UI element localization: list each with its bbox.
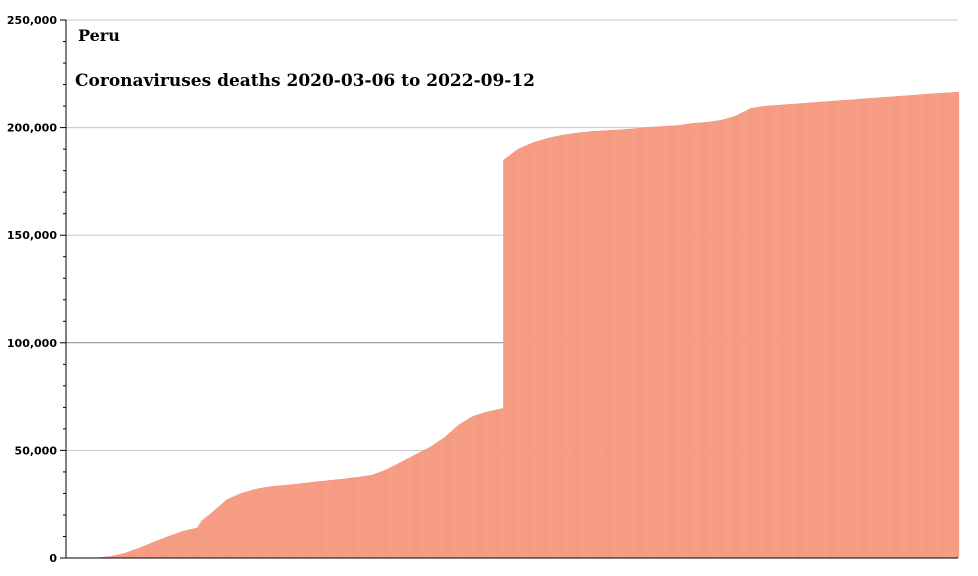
chart-subtitle: Peru [78, 26, 120, 45]
y-tick-labels: 0 50,000 100,000 150,000 200,000 250,000 [7, 14, 57, 565]
axes [60, 19, 958, 559]
y-tick-label: 250,000 [7, 14, 57, 27]
chart-title: Coronaviruses deaths 2020-03-06 to 2022-… [75, 71, 535, 91]
y-tick-label: 200,000 [7, 122, 57, 135]
y-tick-label: 100,000 [7, 337, 57, 350]
y-tick-label: 0 [49, 552, 57, 565]
y-tick-label: 150,000 [7, 229, 57, 242]
y-tick-label: 50,000 [15, 444, 58, 457]
bars [81, 91, 960, 559]
bar [957, 91, 960, 559]
